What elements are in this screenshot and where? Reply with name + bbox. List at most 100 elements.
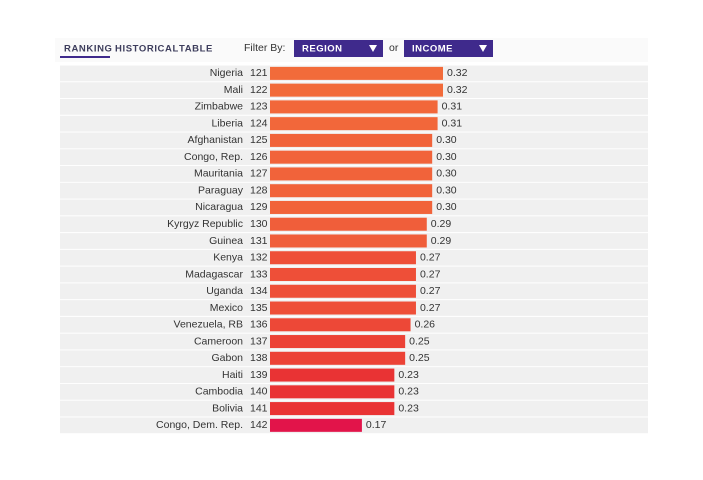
category-label: Afghanistan <box>188 134 244 146</box>
bar <box>270 301 416 315</box>
rank-label: 139 <box>250 369 268 381</box>
rank-label: 126 <box>250 151 268 163</box>
value-label: 0.27 <box>420 285 441 297</box>
bar <box>270 385 395 399</box>
rank-label: 140 <box>250 386 268 398</box>
bar <box>270 268 416 281</box>
bar <box>270 284 416 298</box>
bar <box>270 66 443 80</box>
bar <box>270 251 416 265</box>
category-label: Nicaragua <box>195 201 243 213</box>
category-label: Nigeria <box>210 67 243 79</box>
rank-label: 124 <box>250 117 268 129</box>
value-label: 0.27 <box>420 268 441 280</box>
tab[interactable]: HISTORICAL <box>115 44 179 55</box>
category-label: Uganda <box>206 285 243 297</box>
bar <box>270 368 395 382</box>
tab[interactable]: RANKING <box>64 44 113 55</box>
category-label: Kyrgyz Republic <box>167 218 243 230</box>
bar <box>270 318 411 332</box>
bar <box>270 418 362 432</box>
value-label: 0.27 <box>420 302 441 314</box>
category-label: Haiti <box>222 369 243 381</box>
dropdown-arrow <box>479 45 487 52</box>
category-label: Bolivia <box>212 402 243 414</box>
category-label: Mauritania <box>194 168 243 180</box>
tab[interactable]: TABLE <box>179 44 213 55</box>
bar <box>270 167 433 181</box>
rank-label: 136 <box>250 319 268 331</box>
rank-label: 125 <box>250 134 268 146</box>
category-label: Liberia <box>211 117 243 129</box>
bar <box>270 100 438 114</box>
bar <box>270 184 433 198</box>
value-label: 0.30 <box>436 201 457 213</box>
category-label: Mali <box>224 84 243 96</box>
category-label: Zimbabwe <box>195 101 244 113</box>
value-label: 0.32 <box>447 84 468 96</box>
bar <box>270 83 443 97</box>
value-label: 0.30 <box>436 184 457 196</box>
bar <box>270 234 427 248</box>
dropdown-label[interactable]: REGION <box>302 44 342 55</box>
bar <box>270 150 433 164</box>
value-label: 0.26 <box>415 319 436 331</box>
rank-label: 131 <box>250 235 268 247</box>
value-label: 0.31 <box>442 117 463 129</box>
category-label: Madagascar <box>185 268 243 280</box>
value-label: 0.25 <box>409 335 430 347</box>
bar <box>270 402 395 416</box>
value-label: 0.23 <box>398 386 419 398</box>
rank-label: 133 <box>250 268 268 280</box>
category-label: Mexico <box>210 302 243 314</box>
category-label: Paraguay <box>198 184 244 196</box>
rank-label: 123 <box>250 101 268 113</box>
bar <box>270 335 406 349</box>
rank-label: 127 <box>250 168 268 180</box>
category-label: Kenya <box>213 252 243 264</box>
rank-label: 135 <box>250 302 268 314</box>
value-label: 0.29 <box>431 218 452 230</box>
value-label: 0.23 <box>398 369 419 381</box>
category-label: Venezuela, RB <box>174 319 243 331</box>
rank-label: 130 <box>250 218 268 230</box>
bar <box>270 133 433 147</box>
value-label: 0.25 <box>409 352 430 364</box>
category-label: Congo, Rep. <box>184 151 243 163</box>
rank-label: 142 <box>250 419 268 431</box>
dropdown[interactable] <box>294 40 383 57</box>
category-label: Congo, Dem. Rep. <box>156 419 243 431</box>
value-label: 0.31 <box>442 101 463 113</box>
value-label: 0.23 <box>398 402 419 414</box>
rank-label: 121 <box>250 67 268 79</box>
value-label: 0.27 <box>420 252 441 264</box>
rank-label: 129 <box>250 201 268 213</box>
category-label: Guinea <box>209 235 243 247</box>
bar <box>270 117 438 131</box>
dropdown-arrow <box>369 45 377 52</box>
dropdown-label[interactable]: INCOME <box>412 44 453 55</box>
bar <box>270 217 427 231</box>
value-label: 0.29 <box>431 235 452 247</box>
value-label: 0.30 <box>436 168 457 180</box>
filter-label: Filter By: <box>244 42 285 54</box>
bar <box>270 200 433 214</box>
filter-joiner: or <box>389 42 399 54</box>
category-label: Cambodia <box>195 386 243 398</box>
rank-label: 128 <box>250 184 268 196</box>
value-label: 0.30 <box>436 134 457 146</box>
value-label: 0.17 <box>366 419 387 431</box>
bar <box>270 351 406 365</box>
category-label: Cameroon <box>194 335 243 347</box>
rank-label: 132 <box>250 252 268 264</box>
value-label: 0.32 <box>447 67 468 79</box>
category-label: Gabon <box>211 352 243 364</box>
rank-label: 137 <box>250 335 268 347</box>
rank-label: 134 <box>250 285 268 297</box>
dropdown[interactable] <box>404 40 493 57</box>
value-label: 0.30 <box>436 151 457 163</box>
rank-label: 122 <box>250 84 268 96</box>
rank-label: 141 <box>250 402 268 414</box>
rank-label: 138 <box>250 352 268 364</box>
